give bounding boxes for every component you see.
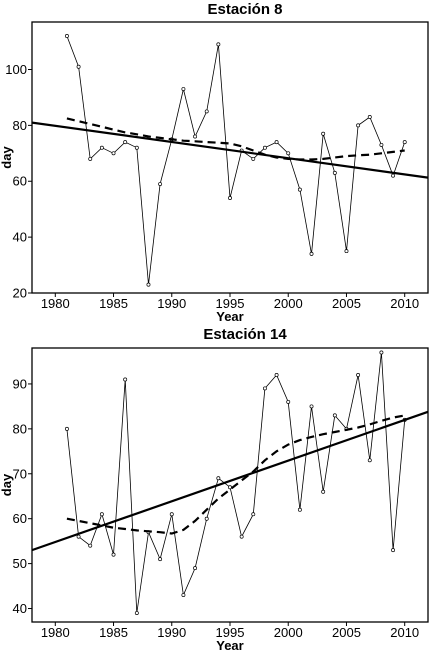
- smoothed-trend-line: [66, 414, 405, 535]
- data-point: [286, 399, 291, 404]
- observed-series-line: [66, 35, 406, 285]
- data-point: [123, 377, 128, 382]
- y-tick-label: 60: [13, 174, 27, 189]
- x-tick-label: 2005: [332, 625, 361, 640]
- data-point: [204, 516, 209, 521]
- x-tick-label: 2000: [274, 625, 303, 640]
- chart-title: Estación 14: [203, 326, 287, 343]
- x-tick-label: 1995: [216, 625, 245, 640]
- data-point: [356, 373, 361, 377]
- data-point: [181, 87, 186, 92]
- data-point: [111, 552, 116, 557]
- x-tick-label: 1980: [41, 296, 70, 311]
- y-tick-label: 90: [13, 376, 27, 391]
- x-axis-label: Year: [216, 638, 243, 650]
- x-tick-label: 2000: [274, 296, 303, 311]
- data-point: [251, 512, 256, 517]
- data-point: [181, 593, 186, 597]
- data-point: [262, 386, 267, 391]
- data-point: [134, 611, 139, 615]
- data-point: [134, 145, 139, 150]
- data-point: [309, 251, 314, 256]
- data-point: [111, 151, 116, 156]
- y-tick-label: 20: [13, 286, 27, 301]
- data-point: [239, 534, 244, 539]
- y-tick-label: 80: [13, 118, 27, 133]
- data-point: [367, 115, 372, 119]
- data-point: [228, 196, 232, 200]
- data-point: [321, 489, 326, 494]
- data-point: [99, 145, 104, 150]
- data-point: [391, 173, 396, 178]
- data-point: [76, 64, 81, 69]
- data-point: [99, 512, 104, 517]
- data-point: [88, 156, 93, 161]
- data-point: [367, 458, 372, 463]
- y-tick-label: 100: [5, 62, 27, 77]
- data-point: [76, 534, 81, 539]
- y-tick-label: 40: [13, 230, 27, 245]
- x-tick-label: 1990: [157, 625, 186, 640]
- data-point: [332, 413, 337, 418]
- y-axis-label: day: [0, 473, 14, 496]
- data-point: [274, 140, 279, 145]
- y-tick-label: 50: [13, 556, 27, 571]
- data-point: [379, 142, 384, 147]
- data-point: [321, 131, 326, 136]
- plot-area: [32, 34, 428, 287]
- y-axis-label: day: [0, 146, 14, 169]
- linear-trend-line: [32, 121, 428, 179]
- data-point: [204, 109, 209, 114]
- data-point: [309, 404, 314, 409]
- x-tick-label: 1990: [157, 296, 186, 311]
- smoothed-trend-line: [66, 117, 405, 161]
- chart-panel-1: Estación 8 1980 1985 1990 1995 2000 2005 2010 20…: [0, 1, 429, 324]
- x-tick-label: 1985: [99, 296, 128, 311]
- x-tick-label: 2010: [390, 296, 419, 311]
- x-axis-label: Year: [216, 309, 243, 324]
- data-point: [286, 151, 291, 156]
- data-point: [88, 543, 93, 548]
- data-point: [274, 373, 279, 377]
- data-point: [297, 507, 302, 512]
- data-point: [402, 140, 407, 145]
- data-point: [193, 566, 198, 571]
- data-point: [344, 249, 349, 254]
- data-point: [158, 557, 163, 562]
- data-point: [262, 145, 267, 150]
- data-point: [356, 123, 361, 128]
- data-point: [146, 282, 151, 287]
- x-tick-label: 1995: [216, 296, 245, 311]
- data-point: [216, 476, 221, 481]
- data-point: [251, 156, 256, 161]
- x-tick-label: 1985: [99, 625, 128, 640]
- data-point: [216, 42, 221, 47]
- data-point: [123, 140, 128, 145]
- data-point: [169, 512, 174, 517]
- y-tick-label: 70: [13, 466, 27, 481]
- chart-panel-2: Estación 14 1980 1985 1990 1995 2000 2005 2010 4…: [0, 326, 429, 650]
- x-tick-label: 2005: [332, 296, 361, 311]
- plot-frame: [31, 347, 429, 623]
- chart-title: Estación 8: [207, 1, 282, 18]
- observed-series-line: [66, 352, 406, 614]
- x-tick-label: 1980: [41, 625, 70, 640]
- x-tick-label: 2010: [390, 625, 419, 640]
- data-point: [332, 170, 337, 175]
- data-point: [64, 426, 69, 431]
- y-tick-label: 40: [13, 601, 27, 616]
- data-point: [297, 187, 302, 192]
- data-point: [158, 182, 163, 186]
- data-point: [379, 350, 384, 355]
- data-point: [193, 134, 198, 139]
- data-point: [64, 34, 69, 38]
- data-point: [391, 548, 396, 553]
- y-tick-label: 60: [13, 511, 27, 526]
- y-tick-label: 80: [13, 421, 27, 436]
- plot-area: [32, 350, 428, 615]
- linear-trend-line: [32, 410, 428, 552]
